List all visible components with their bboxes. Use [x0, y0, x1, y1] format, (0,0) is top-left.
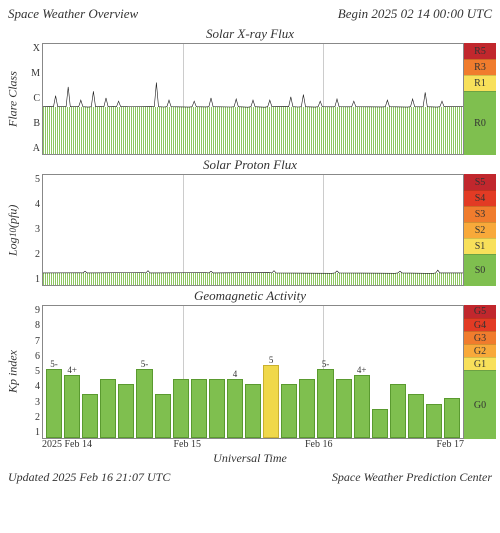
- xaxis-ticks: 2025 Feb 14Feb 15Feb 16Feb 17: [42, 439, 464, 450]
- header-begin-time: Begin 2025 02 14 00:00 UTC: [338, 6, 492, 22]
- footer-source: Space Weather Prediction Center: [332, 470, 492, 485]
- ytick: 4: [22, 200, 40, 210]
- ytick: 6: [22, 352, 40, 362]
- ytick: 1: [22, 275, 40, 285]
- xray-plot-area: [42, 43, 464, 155]
- scale-cell: R0: [464, 91, 496, 155]
- kp-bar-label: 4+: [67, 365, 77, 375]
- kp-bar: 5: [263, 365, 279, 438]
- kp-plot-area: 5-4+5-455-4+: [42, 305, 464, 439]
- kp-bar: [82, 394, 98, 438]
- kp-bar-label: 4+: [357, 365, 367, 375]
- ytick: 2: [22, 413, 40, 423]
- xaxis-tick: Feb 16: [305, 439, 437, 450]
- ytick: 1: [22, 428, 40, 438]
- panel-proton: Solar Proton Flux Log10(pfu) 54321 S5S4S…: [4, 157, 496, 286]
- xray-ylabel: Flare Class: [4, 43, 22, 155]
- kp-bar: 4+: [354, 375, 370, 438]
- scale-cell: R5: [464, 43, 496, 59]
- panel-kp: Geomagnetic Activity Kp index 987654321 …: [4, 288, 496, 466]
- ytick: 3: [22, 225, 40, 235]
- ytick: 9: [22, 306, 40, 316]
- scale-cell: R3: [464, 59, 496, 75]
- scale-cell: R1: [464, 75, 496, 91]
- kp-bar: [336, 379, 352, 438]
- scale-cell: G4: [464, 318, 496, 331]
- kp-bar: [100, 379, 116, 438]
- kp-bar: 5-: [136, 369, 152, 438]
- kp-bar: [155, 394, 171, 438]
- xaxis-tick: Feb 15: [174, 439, 306, 450]
- ytick: C: [22, 94, 40, 104]
- ytick: M: [22, 69, 40, 79]
- ytick: B: [22, 119, 40, 129]
- kp-bar-label: 5-: [141, 359, 149, 369]
- header-title: Space Weather Overview: [8, 6, 138, 22]
- xaxis-tick: 2025 Feb 14: [42, 439, 174, 450]
- scale-cell: S3: [464, 206, 496, 222]
- proton-plot-area: [42, 174, 464, 286]
- kp-bar: [444, 398, 460, 438]
- proton-ylabel: Log10(pfu): [4, 174, 22, 286]
- scale-cell: G3: [464, 331, 496, 344]
- scale-cell: S5: [464, 174, 496, 190]
- xray-scale-column: R5R3R1R0: [464, 43, 496, 155]
- panel-xray-title: Solar X-ray Flux: [4, 26, 496, 42]
- panel-xray: Solar X-ray Flux Flare Class XMCBA R5R3R…: [4, 26, 496, 155]
- scale-cell: G5: [464, 305, 496, 318]
- ytick: 3: [22, 398, 40, 408]
- panel-proton-title: Solar Proton Flux: [4, 157, 496, 173]
- kp-bar: 5-: [317, 369, 333, 438]
- ytick: 4: [22, 382, 40, 392]
- kp-bar: [245, 384, 261, 438]
- kp-bar: [209, 379, 225, 438]
- ytick: 2: [22, 250, 40, 260]
- kp-bar: [118, 384, 134, 438]
- xaxis-tick: Feb 17: [437, 439, 465, 450]
- ytick: 8: [22, 321, 40, 331]
- ytick: X: [22, 44, 40, 54]
- kp-bar-label: 5: [269, 355, 274, 365]
- kp-bar: [408, 394, 424, 438]
- scale-cell: S2: [464, 222, 496, 238]
- kp-bar: [299, 379, 315, 438]
- scale-cell: G2: [464, 344, 496, 357]
- kp-bar: [390, 384, 406, 438]
- kp-ylabel: Kp index: [4, 305, 22, 439]
- panel-kp-title: Geomagnetic Activity: [4, 288, 496, 304]
- kp-bar: 4+: [64, 375, 80, 438]
- kp-bar: [281, 384, 297, 438]
- kp-bar-label: 5-: [50, 359, 58, 369]
- kp-bar-label: 4: [233, 369, 238, 379]
- kp-bar: 4: [227, 379, 243, 438]
- scale-cell: G1: [464, 357, 496, 370]
- ytick: 5: [22, 175, 40, 185]
- proton-scale-column: S5S4S3S2S1S0: [464, 174, 496, 286]
- scale-cell: G0: [464, 370, 496, 439]
- footer-updated: Updated 2025 Feb 16 21:07 UTC: [8, 470, 170, 485]
- ytick: 5: [22, 367, 40, 377]
- scale-cell: S4: [464, 190, 496, 206]
- ytick: A: [22, 144, 40, 154]
- kp-bar: [372, 409, 388, 438]
- kp-bar-label: 5-: [322, 359, 330, 369]
- kp-bar: [173, 379, 189, 438]
- xaxis-label: Universal Time: [4, 451, 496, 466]
- ytick: 7: [22, 337, 40, 347]
- kp-bar: 5-: [46, 369, 62, 438]
- kp-bar: [191, 379, 207, 438]
- kp-scale-column: G5G4G3G2G1G0: [464, 305, 496, 439]
- scale-cell: S0: [464, 254, 496, 286]
- kp-bar: [426, 404, 442, 438]
- scale-cell: S1: [464, 238, 496, 254]
